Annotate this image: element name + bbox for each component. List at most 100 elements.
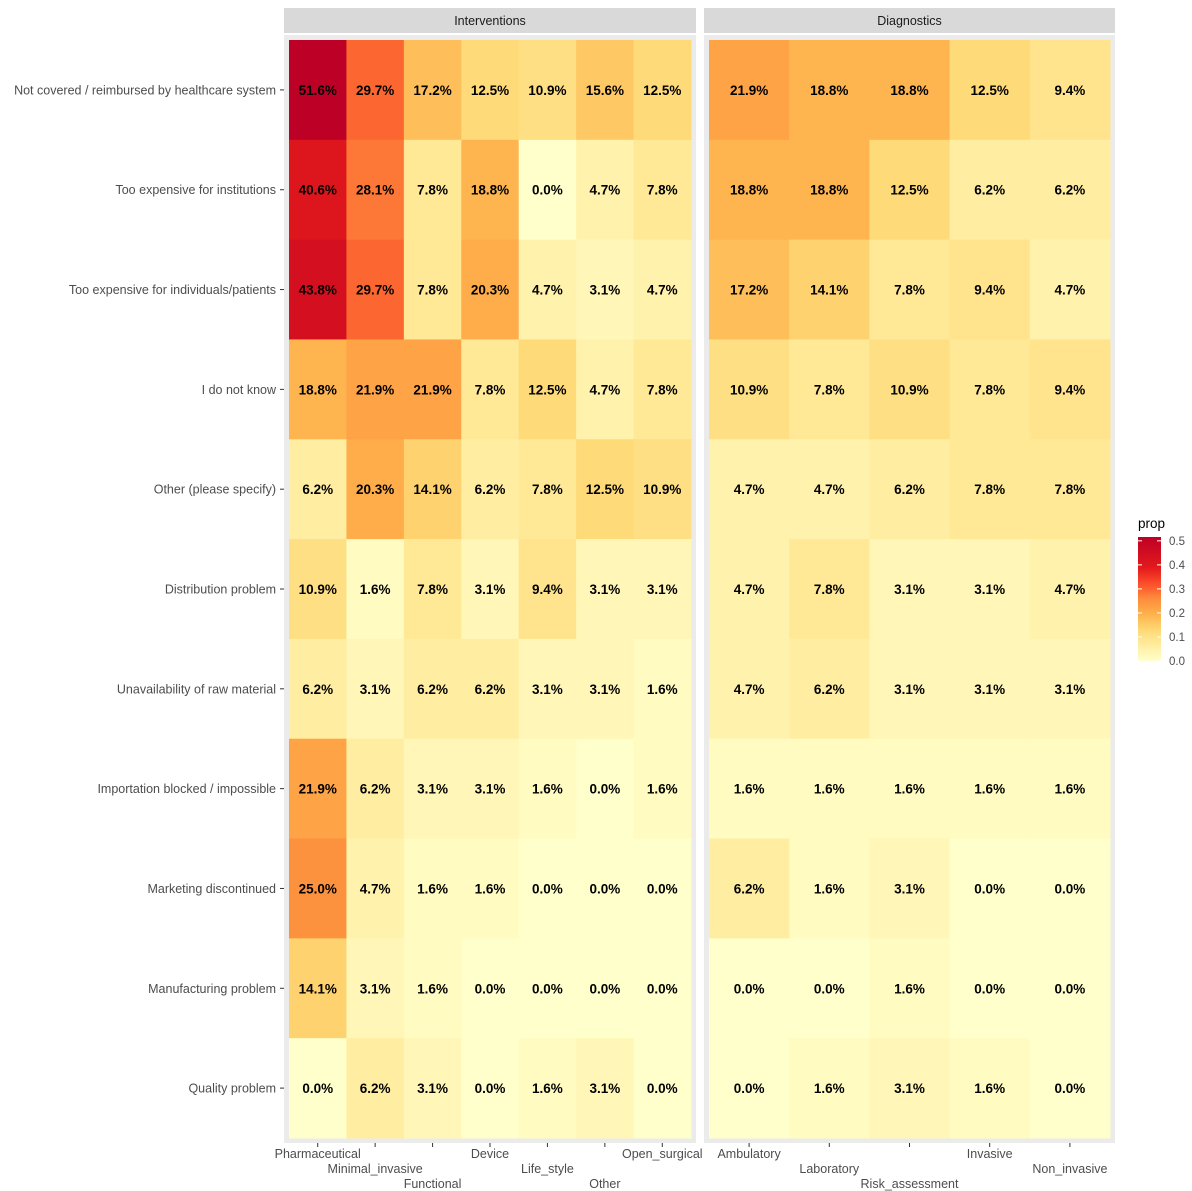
tile-value-label: 1.6% xyxy=(417,981,448,996)
heatmap-tile xyxy=(869,339,951,440)
heatmap-tile xyxy=(633,239,692,340)
heatmap-tile xyxy=(789,1038,870,1139)
heatmap-tile xyxy=(403,339,462,440)
heatmap-tile xyxy=(576,1038,635,1139)
tile-value-label: 0.0% xyxy=(734,981,765,996)
tile-value-label: 4.7% xyxy=(360,881,391,896)
y-tick-label: Quality problem xyxy=(188,1082,276,1096)
tile-value-label: 10.9% xyxy=(730,382,768,397)
tile-value-label: 1.6% xyxy=(532,782,563,797)
heatmap-tile xyxy=(633,439,692,540)
tile-value-label: 12.5% xyxy=(643,83,681,98)
tile-value-label: 0.0% xyxy=(974,881,1005,896)
heatmap-tile xyxy=(461,738,520,840)
heatmap-tile xyxy=(289,539,347,640)
heatmap-tile xyxy=(1029,40,1111,141)
tile-value-label: 7.8% xyxy=(417,183,448,198)
heatmap-tile xyxy=(461,938,520,1039)
heatmap-tile xyxy=(949,339,1031,440)
heatmap-tile xyxy=(869,139,951,241)
tile-value-label: 1.6% xyxy=(894,782,925,797)
heatmap-tile xyxy=(949,838,1031,939)
x-tick-label: Functional xyxy=(404,1177,462,1191)
panels-layer: Interventions 51.6% 29.7% 17.2% 12.5% 10.9% 15… xyxy=(14,8,1115,1191)
heatmap-tile xyxy=(949,239,1031,340)
tile-value-label: 0.0% xyxy=(532,183,563,198)
heatmap-tile xyxy=(869,838,951,939)
heatmap-tile xyxy=(869,439,951,540)
heatmap-tile xyxy=(518,938,577,1039)
heatmap-tile xyxy=(461,339,520,440)
legend-title: prop xyxy=(1138,516,1165,531)
tile-value-label: 9.4% xyxy=(1055,83,1086,98)
tile-value-label: 3.1% xyxy=(589,682,620,697)
heatmap-tile xyxy=(346,838,405,939)
tile-value-label: 0.0% xyxy=(589,782,620,797)
heatmap-tile xyxy=(789,938,870,1039)
heatmap-tile xyxy=(1029,1038,1111,1139)
tile-value-label: 7.8% xyxy=(417,582,448,597)
legend-tick-label: 0.3 xyxy=(1169,584,1185,596)
tile-value-label: 51.6% xyxy=(299,83,337,98)
tile-value-label: 3.1% xyxy=(417,1081,448,1096)
heatmap-tile xyxy=(289,838,347,939)
tile-value-label: 0.0% xyxy=(647,1081,678,1096)
tile-value-label: 3.1% xyxy=(475,582,506,597)
tile-value-label: 18.8% xyxy=(471,183,509,198)
tile-value-label: 6.2% xyxy=(360,1081,391,1096)
y-tick-label: Unavailability of raw material xyxy=(117,682,276,696)
tile-value-label: 7.8% xyxy=(417,283,448,298)
heatmap-tile xyxy=(949,40,1031,141)
tile-value-label: 0.0% xyxy=(734,1081,765,1096)
tile-value-label: 3.1% xyxy=(894,881,925,896)
tile-value-label: 0.0% xyxy=(647,981,678,996)
tile-value-label: 0.0% xyxy=(532,881,563,896)
heatmap-tile xyxy=(289,439,347,540)
tile-value-label: 0.0% xyxy=(1055,1081,1086,1096)
tile-value-label: 3.1% xyxy=(360,981,391,996)
x-tick-label: Life_style xyxy=(521,1162,574,1176)
heatmap-tile xyxy=(518,439,577,540)
y-tick-label: Too expensive for institutions xyxy=(115,183,276,197)
heatmap-tile xyxy=(346,439,405,540)
tile-value-label: 1.6% xyxy=(814,1081,845,1096)
tile-value-label: 10.9% xyxy=(643,482,681,497)
tile-value-label: 14.1% xyxy=(810,283,848,298)
tile-value-label: 4.7% xyxy=(734,482,765,497)
heatmap-tile xyxy=(518,638,577,740)
heatmap-tile xyxy=(576,439,635,540)
tile-value-label: 4.7% xyxy=(1055,582,1086,597)
heatmap-tile xyxy=(789,838,870,939)
tile-value-label: 7.8% xyxy=(475,382,506,397)
y-tick-label: Marketing discontinued xyxy=(147,882,276,896)
heatmap-tile xyxy=(576,638,635,740)
tile-value-label: 1.6% xyxy=(1055,782,1086,797)
tile-value-label: 0.0% xyxy=(647,881,678,896)
tile-value-label: 7.8% xyxy=(647,382,678,397)
tile-value-label: 12.5% xyxy=(890,183,928,198)
tile-value-label: 20.3% xyxy=(356,482,394,497)
heatmap-tile xyxy=(633,339,692,440)
heatmap-tile xyxy=(869,938,951,1039)
tile-value-label: 14.1% xyxy=(299,981,337,996)
tile-value-label: 6.2% xyxy=(814,682,845,697)
tile-value-label: 1.6% xyxy=(532,1081,563,1096)
tile-value-label: 6.2% xyxy=(417,682,448,697)
tile-value-label: 1.6% xyxy=(647,682,678,697)
heatmap-tile xyxy=(289,738,347,840)
tile-value-label: 10.9% xyxy=(528,83,566,98)
tile-value-label: 3.1% xyxy=(894,682,925,697)
heatmap-tile xyxy=(346,738,405,840)
tile-value-label: 7.8% xyxy=(974,482,1005,497)
heatmap-tile xyxy=(1029,339,1111,440)
tile-value-label: 43.8% xyxy=(299,283,337,298)
heatmap-tile xyxy=(576,539,635,640)
tile-value-label: 6.2% xyxy=(974,183,1005,198)
tile-value-label: 7.8% xyxy=(814,582,845,597)
tile-value-label: 9.4% xyxy=(1055,382,1086,397)
tile-value-label: 4.7% xyxy=(589,382,620,397)
heatmap-tile xyxy=(403,1038,462,1139)
tile-value-label: 18.8% xyxy=(299,382,337,397)
heatmap-tile xyxy=(633,638,692,740)
